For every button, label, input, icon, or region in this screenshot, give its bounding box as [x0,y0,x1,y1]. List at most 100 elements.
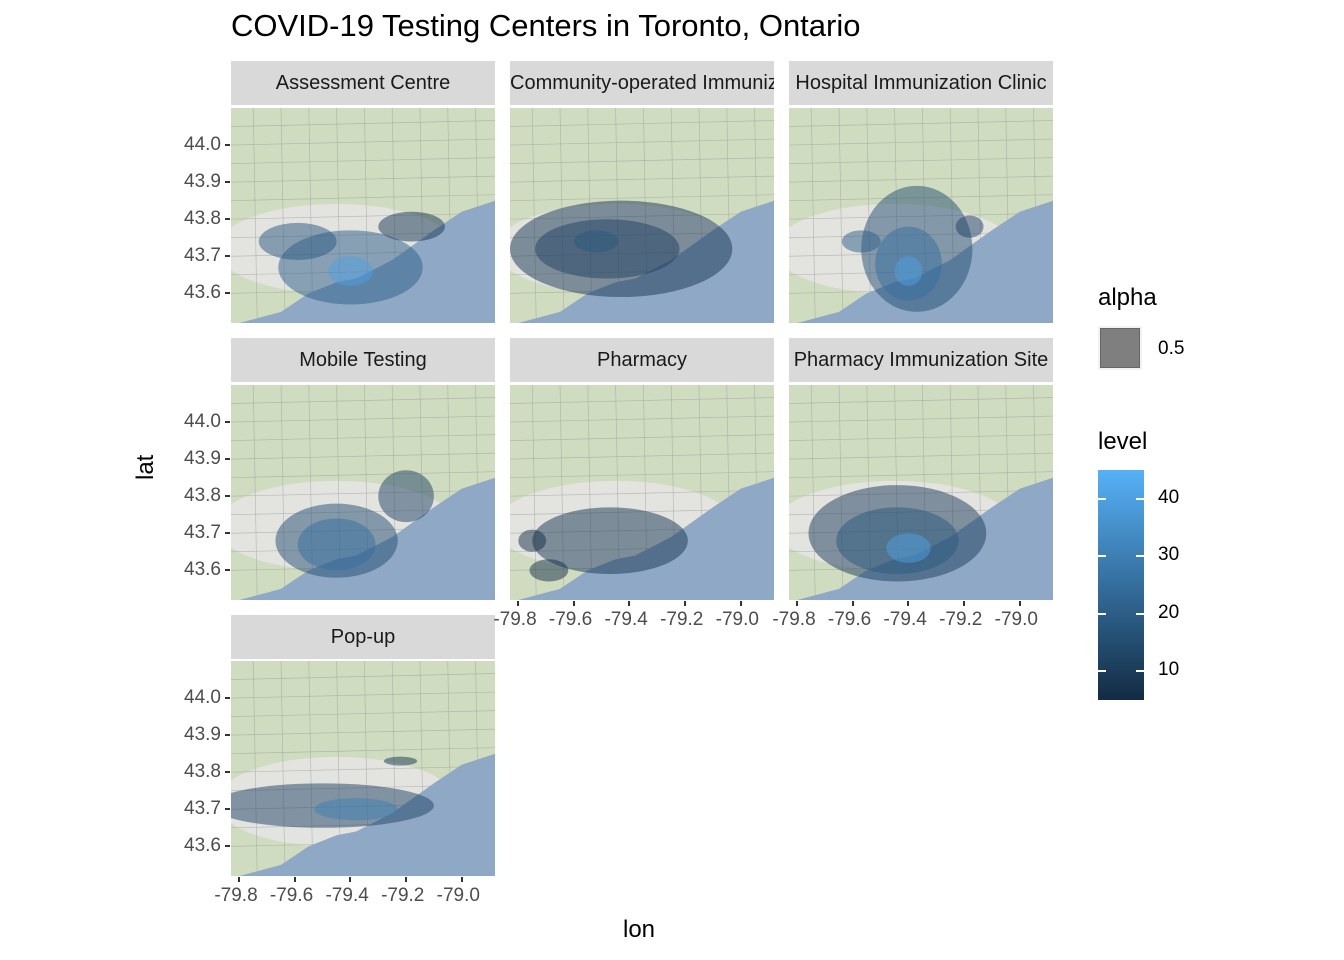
y-tick-mark [225,532,230,535]
road-line [280,661,286,876]
y-tick-mark [225,144,230,147]
density-contour [383,756,418,766]
y-tick-label: 44.0 [184,411,221,433]
facet-strip-label: Pharmacy [596,349,688,371]
lake-ontario [239,200,495,323]
y-tick-mark [225,421,230,424]
road-line [789,452,1053,460]
road-line [231,138,495,146]
y-tick-label: 43.7 [184,798,221,820]
level-colorbar [1098,470,1144,700]
x-tick-label: -79.0 [994,609,1038,630]
facet-strip: Mobile Testing [231,338,495,382]
y-tick-mark [225,218,230,221]
road-line [231,175,495,183]
facet-panel [231,661,495,876]
facet-strip-label: Pop-up [330,626,396,648]
alpha-legend-swatch [1100,328,1140,368]
map-panel-svg [231,385,495,600]
road-line [789,471,1053,479]
road-line [231,397,495,404]
y-tick-mark [225,808,230,811]
map-panel-svg [231,108,495,323]
map-panel-svg [510,385,774,600]
x-tick-label: -79.6 [548,609,593,630]
road-line [789,175,1053,183]
x-tick-mark [405,877,408,882]
x-tick-label: -79.2 [660,609,704,630]
road-line [531,108,537,323]
y-tick-mark [225,255,230,258]
x-tick-mark [1018,601,1021,606]
x-tick-mark [293,877,296,882]
y-tick-mark [225,181,230,184]
density-contour [378,470,434,523]
x-tick-mark [796,601,799,606]
alpha-legend-key [1098,326,1142,370]
y-tick-mark [225,495,230,498]
y-tick-label: 44.0 [184,134,221,156]
y-tick-label: 44.0 [184,687,221,709]
y-tick-mark [225,845,230,848]
road-line [231,747,495,755]
y-tick-label: 43.6 [184,835,221,857]
facet-strip: Hospital Immunization Clinic [789,61,1053,105]
road-line [231,673,495,680]
colorbar-tick-label: 30 [1158,544,1180,566]
road-line [789,157,1053,164]
density-contour [894,256,923,286]
colorbar-tick [1136,670,1144,673]
facet-strip: Assessment Centre [231,61,495,105]
road-line [231,157,495,164]
x-tick-mark [739,601,742,606]
map-panel-svg [231,661,495,876]
density-contour [378,211,445,242]
x-tick-mark [349,877,352,882]
alpha-legend-label: 0.5 [1158,338,1185,359]
y-tick-mark [225,734,230,737]
road-line [789,120,1053,127]
facet-panel [231,108,495,323]
density-contour [529,559,569,582]
x-tick-mark [460,877,463,882]
road-line [810,385,816,600]
x-tick-label: -79.8 [493,609,537,630]
y-tick-label: 43.8 [184,485,221,507]
x-tick-label: -79.8 [214,885,258,906]
y-tick-label: 43.6 [184,282,221,304]
road-line [252,661,258,876]
facet-strip: Community-operated Immunization Clinic [510,61,774,105]
road-line [510,452,774,460]
lake-ontario [239,753,495,876]
density-contour [841,230,881,253]
y-tick-label: 43.9 [184,724,221,746]
map-panel-svg [789,385,1053,600]
colorbar-tick [1136,555,1144,558]
density-contour [518,529,547,552]
lake-ontario [518,200,774,323]
y-tick-label: 43.9 [184,448,221,470]
road-line [231,489,495,497]
road-line [866,108,872,323]
alpha-legend-title: alpha [1098,284,1157,311]
x-axis-title: lon [623,916,656,943]
x-tick-label: -79.0 [715,609,759,630]
y-tick-label: 43.9 [184,171,221,193]
x-tick-mark [628,601,631,606]
level-legend-title: level [1098,428,1148,455]
x-tick-label: -79.0 [436,885,480,906]
road-line [231,452,495,460]
y-axis-title: lat [132,454,159,480]
road-line [231,212,495,220]
facet-strip-label: Pharmacy Immunization Site [793,349,1049,371]
x-tick-mark [907,601,910,606]
road-line [789,415,1053,423]
facet-panel [231,385,495,600]
y-tick-label: 43.8 [184,208,221,230]
road-line [231,710,495,717]
x-tick-label: -79.4 [604,609,648,630]
map-panel-svg [510,108,774,323]
x-tick-label: -79.4 [883,609,927,630]
colorbar-tick-label: 10 [1158,659,1180,681]
colorbar-tick-label: 20 [1158,601,1180,623]
